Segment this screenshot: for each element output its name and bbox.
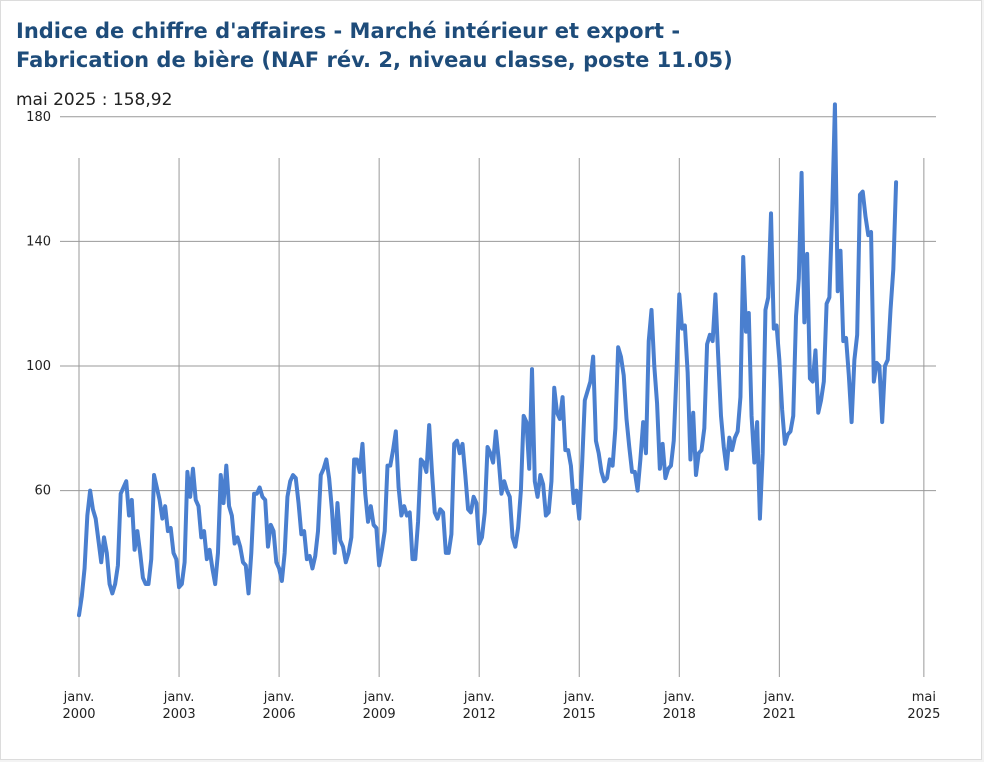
x-tick-label: janv. 2009 <box>363 690 396 722</box>
series-layer <box>77 102 899 618</box>
chart-title: Indice de chiffre d'affaires - Marché in… <box>16 17 956 75</box>
x-tick-label: janv. 2021 <box>763 690 796 722</box>
series-line <box>77 102 899 618</box>
chart-title-line-2: Fabrication de bière (NAF rév. 2, niveau… <box>16 48 733 72</box>
y-tick-label: 180 <box>26 110 51 125</box>
x-tick-label: janv. 2003 <box>163 690 196 722</box>
axis-labels: 60 100 140 180 janv. 2000 janv. 2003 janv. 2006 ja… <box>26 110 940 722</box>
x-tick-label: mai 2025 <box>907 690 940 722</box>
grid-lines <box>60 116 936 677</box>
x-tick-label: janv. 2015 <box>563 690 596 722</box>
latest-value-label: mai 2025 : 158,92 <box>16 90 173 110</box>
chart-title-line-1: Indice de chiffre d'affaires - Marché in… <box>16 19 681 43</box>
y-tick-label: 140 <box>26 234 51 249</box>
y-tick-label: 100 <box>26 359 51 374</box>
x-tick-label: janv. 2000 <box>62 690 95 722</box>
y-tick-label: 60 <box>34 484 51 499</box>
x-tick-label: janv. 2012 <box>463 690 496 722</box>
x-tick-label: janv. 2006 <box>263 690 296 722</box>
x-tick-label: janv. 2018 <box>663 690 696 722</box>
